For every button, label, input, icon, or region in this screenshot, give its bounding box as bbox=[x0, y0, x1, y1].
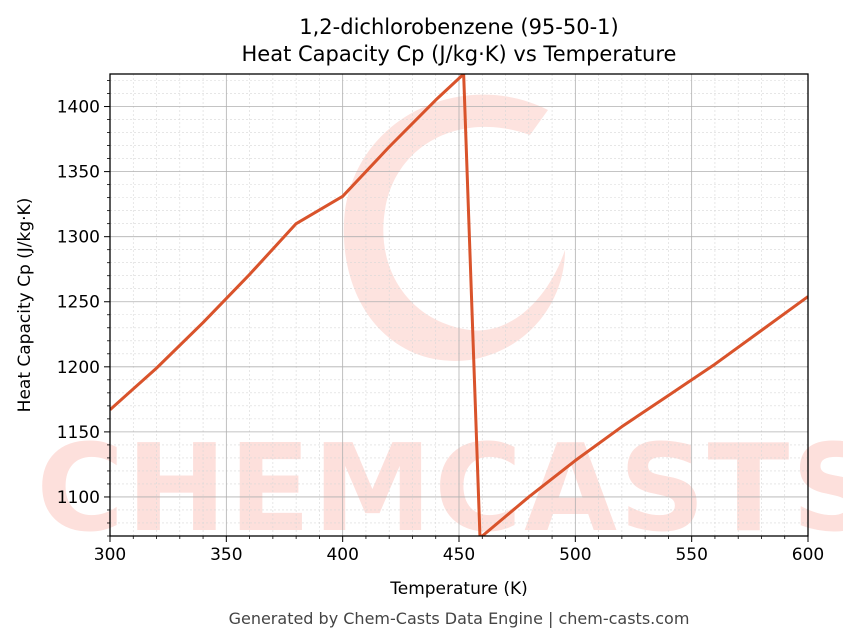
y-tick-label: 1400 bbox=[57, 98, 100, 118]
series-line-0 bbox=[110, 74, 808, 536]
x-tick-label: 600 bbox=[792, 545, 824, 565]
chart-title: 1,2-dichlorobenzene (95-50-1) bbox=[299, 15, 618, 39]
y-tick-label: 1150 bbox=[57, 423, 100, 443]
series-group bbox=[110, 74, 808, 536]
x-tick-label: 500 bbox=[559, 545, 591, 565]
y-axis-label: Heat Capacity Cp (J/kg·K) bbox=[15, 198, 35, 413]
x-tick-label: 350 bbox=[210, 545, 242, 565]
footer-text: Generated by Chem-Casts Data Engine | ch… bbox=[229, 609, 690, 628]
x-tick-label: 450 bbox=[443, 545, 475, 565]
chart-subtitle: Heat Capacity Cp (J/kg·K) vs Temperature bbox=[242, 42, 677, 66]
x-tick-label: 550 bbox=[675, 545, 707, 565]
watermark-swirl bbox=[343, 94, 565, 361]
y-tick-label: 1250 bbox=[57, 293, 100, 313]
watermark-text: CHEMCASTS bbox=[36, 420, 843, 559]
x-tick-label: 300 bbox=[94, 545, 126, 565]
y-tick-label: 1200 bbox=[57, 358, 100, 378]
y-axis: 1100 1150 1200 1250 1300 1350 1400 bbox=[57, 80, 110, 537]
watermark: CHEMCASTS bbox=[36, 94, 843, 559]
x-axis: 300 350 400 450 500 550 600 bbox=[94, 536, 824, 565]
y-tick-label: 1350 bbox=[57, 163, 100, 183]
x-tick-label: 400 bbox=[326, 545, 358, 565]
x-axis-label: Temperature (K) bbox=[389, 579, 528, 599]
y-tick-label: 1300 bbox=[57, 228, 100, 248]
y-tick-label: 1100 bbox=[57, 488, 100, 508]
